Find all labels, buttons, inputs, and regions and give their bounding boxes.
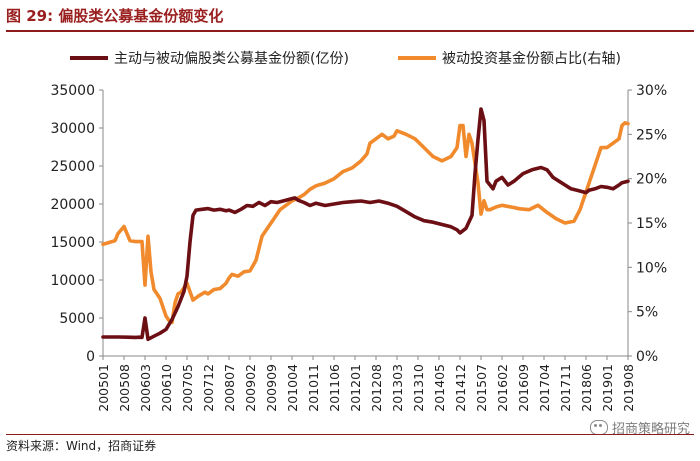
y-tick-label-right: 15% (636, 216, 667, 232)
x-tick-label: 201602 (495, 364, 510, 412)
x-tick-label: 200807 (222, 364, 237, 412)
x-tick-label: 201310 (411, 364, 426, 412)
x-tick-label: 201711 (558, 364, 573, 412)
y-tick-label-left: 10000 (50, 273, 95, 289)
x-tick-label: 201609 (516, 364, 531, 412)
chart-container: 0 5000 10000 15000 20000 25000 30000 35000 0% 5% 1… (0, 32, 700, 430)
x-tick-label: 201208 (369, 364, 384, 412)
x-tick-label: 201405 (432, 364, 447, 412)
y-tick-label-right: 0% (636, 349, 658, 365)
x-tick-label: 201106 (327, 364, 342, 412)
chart-svg: 0 5000 10000 15000 20000 25000 30000 35000 0% 5% 1… (50, 50, 667, 412)
x-tick-label: 200610 (159, 364, 174, 412)
wechat-icon (589, 420, 608, 435)
x-tick-label: 200712 (201, 364, 216, 412)
source-text: 资料来源：Wind，招商证券 (6, 439, 157, 453)
x-tick-label: 200508 (117, 364, 132, 412)
x-tick-label: 200909 (264, 364, 279, 412)
x-tick-label: 201412 (453, 364, 468, 412)
legend-label-total-shares: 主动与被动偏股类公募基金份额(亿份) (114, 50, 349, 67)
figure-title-text: 图 29: 偏股类公募基金份额变化 (6, 7, 224, 25)
x-tick-label: 200902 (243, 364, 258, 412)
x-tick-label: 201303 (390, 364, 405, 412)
y-tick-label-left: 5000 (59, 311, 95, 327)
y-tick-label-right: 10% (636, 260, 667, 276)
y-tick-label-left: 15000 (50, 235, 95, 251)
source-note: 资料来源：Wind，招商证券 (6, 434, 694, 461)
y-tick-label-right: 25% (636, 127, 667, 143)
x-tick-label: 201201 (348, 364, 363, 412)
x-tick-label: 201806 (579, 364, 594, 412)
x-tick-label: 201004 (285, 364, 300, 412)
y-tick-label-left: 25000 (50, 159, 95, 175)
watermark-text: 招商策略研究 (611, 422, 690, 437)
legend-label-passive-share: 被动投资基金份额占比(右轴) (442, 50, 621, 67)
x-tick-label: 201011 (306, 364, 321, 412)
x-tick-label: 200705 (180, 364, 195, 412)
series-line-total-shares (101, 107, 630, 342)
x-tick-label: 201704 (537, 364, 552, 412)
x-tick-label: 200603 (138, 364, 153, 412)
figure-title: 图 29: 偏股类公募基金份额变化 (6, 4, 694, 32)
y-tick-label-right: 5% (636, 305, 658, 321)
x-tick-label: 201507 (474, 364, 489, 412)
x-tick-label: 200501 (96, 364, 111, 412)
y-tick-label-left: 30000 (50, 121, 95, 137)
x-tick-label: 201901 (600, 364, 615, 412)
y-tick-label-left: 20000 (50, 197, 95, 213)
y-tick-label-right: 20% (636, 172, 667, 188)
y-tick-label-left: 35000 (50, 83, 95, 99)
x-tick-label: 201908 (621, 364, 636, 412)
y-tick-label-left: 0 (86, 349, 95, 365)
y-tick-label-right: 30% (636, 83, 667, 99)
